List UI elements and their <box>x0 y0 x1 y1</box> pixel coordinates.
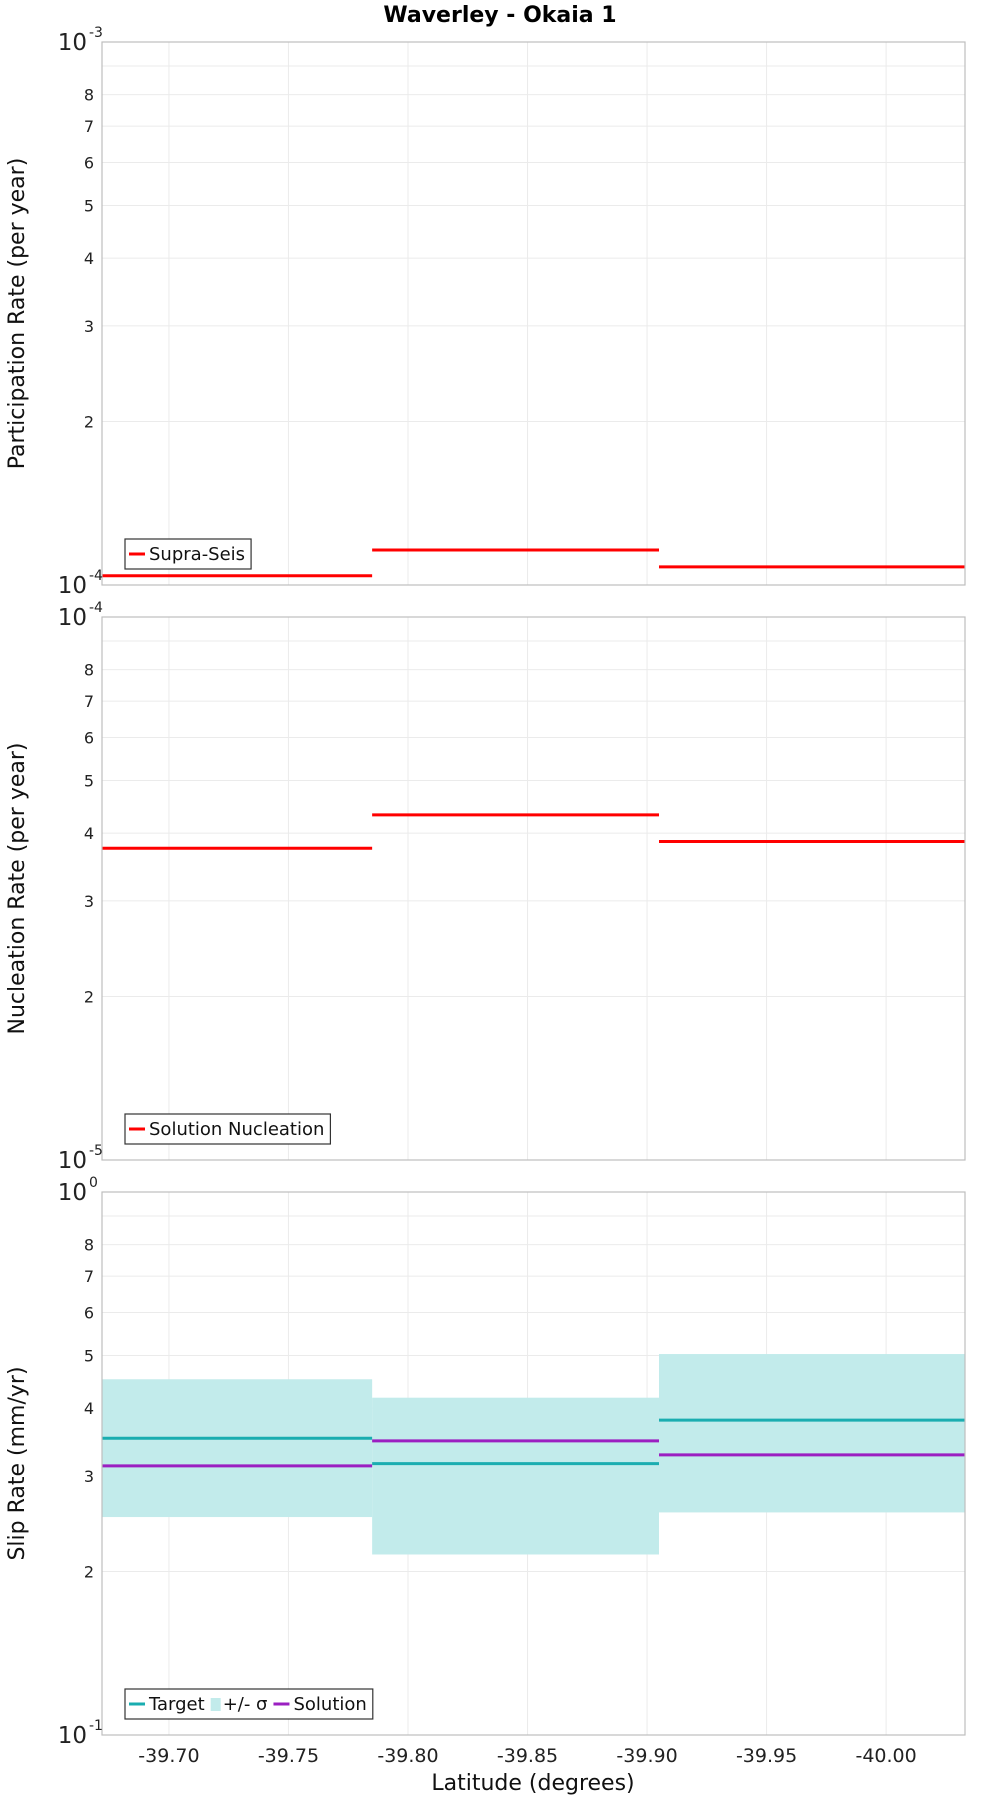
y-tick-label: 8 <box>84 86 94 105</box>
legend-band-swatch <box>210 1698 221 1711</box>
y-decade-exponent: -1 <box>89 1718 103 1734</box>
legend-label: +/- σ <box>223 1694 268 1715</box>
y-tick-label: 3 <box>84 317 94 336</box>
y-tick-label: 4 <box>84 824 94 843</box>
x-tick-label: -39.70 <box>138 1745 199 1767</box>
y-tick-label: 2 <box>84 1563 94 1582</box>
y-tick-label: 5 <box>84 771 94 790</box>
y-decade-exponent: -3 <box>89 25 103 41</box>
legend-label: Solution Nucleation <box>149 1119 324 1140</box>
y-decade-exponent: 0 <box>89 1175 98 1191</box>
legend-label: Solution <box>293 1694 366 1715</box>
x-axis-label: Latitude (degrees) <box>431 1771 634 1796</box>
y-tick-label: 7 <box>84 117 94 136</box>
y-tick-label: 4 <box>84 249 94 268</box>
legend-label: Target <box>148 1694 205 1715</box>
legend-label: Supra-Seis <box>149 544 245 565</box>
y-tick-label: 8 <box>84 1236 94 1255</box>
x-tick-label: -39.85 <box>497 1745 558 1767</box>
plot-frame <box>101 1191 966 1736</box>
plot-frame <box>101 616 966 1161</box>
sigma-band <box>659 1354 965 1513</box>
plot-frame <box>101 41 966 586</box>
y-tick-label: 5 <box>84 196 94 215</box>
chart-title: Waverley - Okaia 1 <box>383 3 616 28</box>
y-tick-label: 7 <box>84 692 94 711</box>
legend-box <box>124 1688 374 1720</box>
x-tick-label: -39.90 <box>616 1745 677 1767</box>
legend: Solution Nucleation <box>124 1113 332 1145</box>
y-axis-label: Slip Rate (mm/yr) <box>5 1366 30 1560</box>
y-axis-label: Nucleation Rate (per year) <box>5 743 30 1035</box>
legend: Supra-Seis <box>124 538 252 570</box>
y-decade-label: 10 <box>58 1723 87 1749</box>
legend-box <box>124 538 252 570</box>
x-tick-label: -39.75 <box>258 1745 319 1767</box>
y-tick-label: 7 <box>84 1267 94 1286</box>
y-tick-label: 2 <box>84 988 94 1007</box>
x-tick-label: -39.80 <box>377 1745 438 1767</box>
y-decade-label: 10 <box>58 30 87 56</box>
legend-box <box>124 1113 332 1145</box>
x-tick-label: -39.95 <box>736 1745 797 1767</box>
sigma-band <box>102 1379 373 1518</box>
y-tick-label: 3 <box>84 892 94 911</box>
y-tick-label: 6 <box>84 1303 94 1322</box>
y-decade-exponent: -4 <box>89 600 103 616</box>
y-decade-exponent: -4 <box>89 568 103 584</box>
y-decade-label: 10 <box>58 1180 87 1206</box>
y-decade-label: 10 <box>58 605 87 631</box>
sigma-band <box>372 1397 660 1555</box>
y-decade-label: 10 <box>58 573 87 599</box>
y-tick-label: 6 <box>84 153 94 172</box>
legend: Target +/- σ Solution <box>124 1688 374 1720</box>
x-tick-label: -40.00 <box>855 1745 916 1767</box>
y-axis-label: Participation Rate (per year) <box>5 158 30 470</box>
y-tick-label: 4 <box>84 1399 94 1418</box>
y-tick-label: 5 <box>84 1346 94 1365</box>
y-decade-exponent: -5 <box>89 1143 103 1159</box>
y-tick-label: 8 <box>84 661 94 680</box>
y-decade-label: 10 <box>58 1148 87 1174</box>
y-tick-label: 2 <box>84 413 94 432</box>
y-tick-label: 3 <box>84 1467 94 1486</box>
y-tick-label: 6 <box>84 728 94 747</box>
